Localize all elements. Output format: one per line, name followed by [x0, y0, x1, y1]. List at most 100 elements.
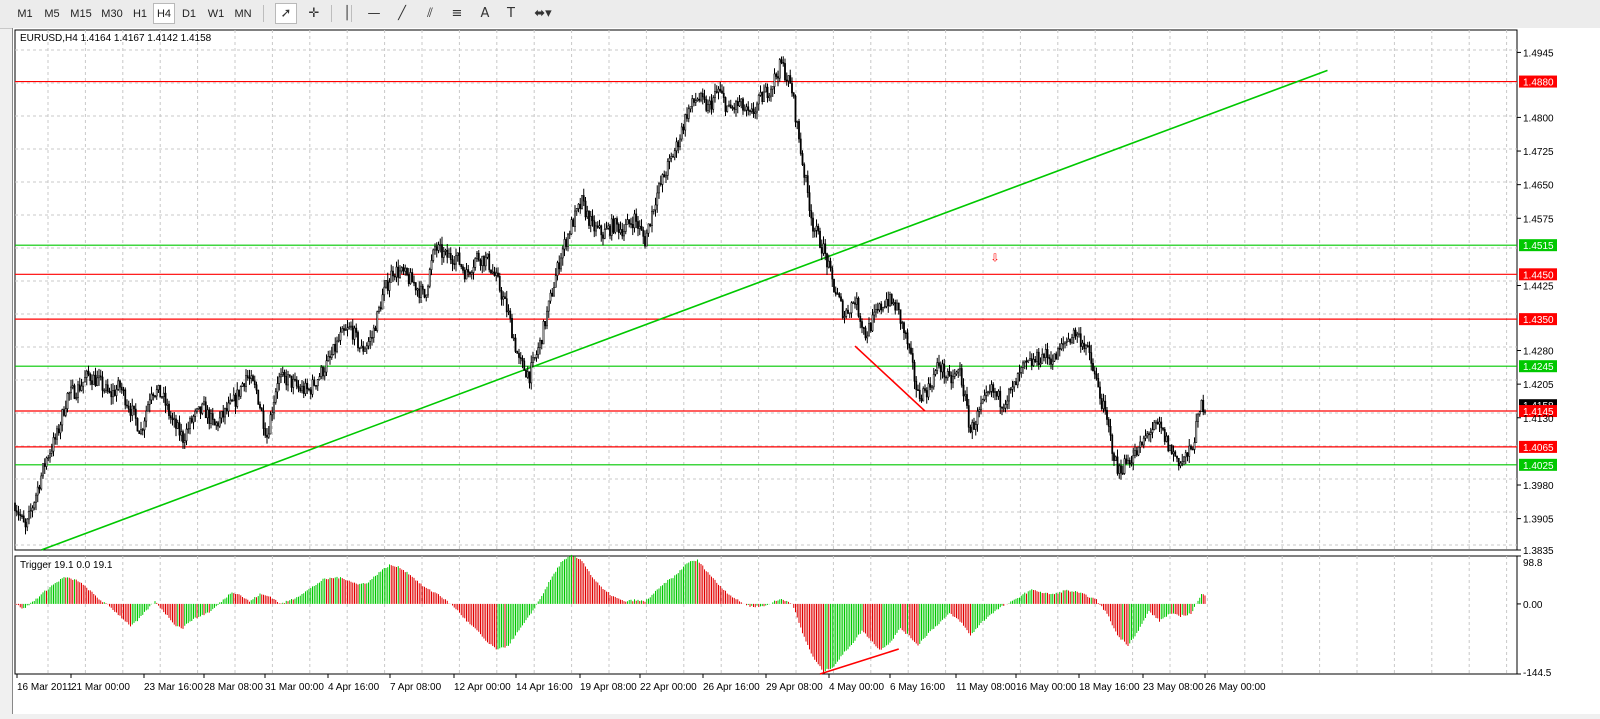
chart-window[interactable]: ⇩ EURUSD,H4 1.4164 1.4167 1.4142 1.4158 1.… — [12, 28, 1600, 714]
timeframe-m15-button[interactable]: M15 — [70, 7, 92, 20]
candle — [680, 122, 683, 142]
candle-body — [775, 73, 778, 77]
candle-body — [1046, 349, 1049, 358]
candle — [273, 395, 275, 420]
candle — [908, 343, 911, 354]
candle-body — [418, 288, 421, 298]
candle-body — [582, 195, 585, 202]
candle — [1006, 395, 1009, 410]
candle-body — [414, 282, 417, 291]
main-price-panel[interactable] — [14, 29, 1518, 551]
candle-body — [990, 384, 993, 392]
fibonacci-retracement-icon[interactable]: ≡ — [451, 6, 463, 21]
candle — [120, 382, 123, 394]
candle — [875, 303, 877, 318]
candle — [1198, 410, 1201, 417]
candle — [1125, 454, 1128, 465]
x-tick-label: 21 Mar 00:00 — [71, 682, 130, 693]
candle-body — [372, 327, 375, 338]
horizontal-line-icon[interactable]: — — [367, 6, 381, 21]
candle-body — [281, 371, 284, 375]
candle-body — [761, 92, 764, 102]
candle — [234, 392, 237, 415]
price-axis: 1.4945 1.4880 1.4800 1.4725 1.4650 1.4575 1.45… — [1517, 48, 1557, 557]
candle-body — [631, 224, 634, 229]
equidistant-channel-icon[interactable]: ⫽ — [427, 6, 433, 21]
candle-body — [796, 121, 799, 123]
candle-body — [896, 302, 898, 311]
candle — [1144, 429, 1147, 442]
candle — [210, 409, 212, 429]
candle-body — [677, 141, 680, 148]
candle — [192, 414, 195, 430]
candle-body — [992, 384, 995, 393]
oscillator-resistance-trendline[interactable] — [819, 648, 899, 675]
candle — [38, 484, 41, 494]
candle-body — [549, 292, 552, 302]
arrows-dropdown-icon[interactable]: ⬌▾ — [534, 6, 552, 21]
toolbar-separator — [263, 5, 264, 22]
text-label-icon[interactable]: T — [507, 6, 515, 21]
resistance-trendline[interactable] — [854, 345, 926, 412]
chart-canvas[interactable]: ⇩ EURUSD,H4 1.4164 1.4167 1.4142 1.4158 1.… — [13, 28, 1600, 714]
oscillator-panel[interactable] — [14, 555, 1518, 675]
candle — [89, 372, 92, 386]
candle-body — [770, 88, 772, 97]
candle-body — [63, 409, 65, 416]
text-icon[interactable]: A — [480, 6, 490, 21]
candle-body — [180, 431, 183, 436]
candle-body — [729, 104, 732, 109]
candle — [432, 248, 435, 263]
crosshair-icon[interactable]: ✛ — [308, 6, 320, 21]
timeframe-h4-button[interactable]: H4 — [153, 3, 175, 24]
candle-body — [1104, 400, 1107, 411]
candle-body — [103, 389, 106, 392]
candle — [946, 368, 949, 381]
timeframe-mn-button[interactable]: MN — [234, 7, 252, 20]
candle-body — [866, 335, 869, 339]
candle-body — [231, 399, 233, 402]
candle-body — [733, 107, 736, 110]
candle-body — [537, 347, 540, 355]
candle — [925, 387, 928, 404]
cursor-icon[interactable]: ➚ — [275, 3, 297, 24]
candle — [225, 401, 228, 415]
candle-body — [168, 403, 170, 416]
candle — [658, 182, 660, 199]
candle — [859, 312, 862, 329]
candle — [936, 357, 939, 375]
candle-body — [570, 219, 573, 235]
timeframe-m30-button[interactable]: M30 — [101, 7, 123, 20]
vertical-line-icon[interactable]: │ — [343, 6, 351, 21]
candle-body — [897, 302, 900, 310]
candle — [1149, 427, 1152, 443]
candle-body — [763, 91, 765, 102]
candle-body — [101, 376, 104, 391]
candle-body — [1144, 435, 1147, 439]
candle-body — [621, 229, 624, 237]
candle — [26, 518, 29, 532]
candle — [752, 102, 755, 118]
candle-body — [1083, 342, 1086, 350]
oscillator-y-label: 0.00 — [1523, 600, 1543, 611]
support-trendline[interactable] — [40, 69, 1328, 551]
candle — [861, 318, 863, 334]
candle — [815, 219, 818, 238]
trendline-icon[interactable]: ╱ — [398, 6, 406, 21]
candle — [586, 205, 589, 220]
candle-body — [26, 518, 29, 528]
candle — [626, 213, 629, 225]
candle-body — [1121, 472, 1124, 475]
candle — [675, 137, 678, 158]
candle-body — [553, 287, 555, 297]
timeframe-d1-button[interactable]: D1 — [181, 7, 197, 20]
candle-body — [724, 97, 727, 112]
candle — [831, 265, 834, 287]
timeframe-m1-button[interactable]: M1 — [17, 7, 33, 20]
timeframe-h1-button[interactable]: H1 — [132, 7, 148, 20]
timeframe-m5-button[interactable]: M5 — [44, 7, 60, 20]
timeframe-w1-button[interactable]: W1 — [207, 7, 225, 20]
candle-body — [365, 345, 368, 350]
x-tick-label: 4 May 00:00 — [829, 682, 884, 693]
candle-body — [238, 389, 240, 397]
